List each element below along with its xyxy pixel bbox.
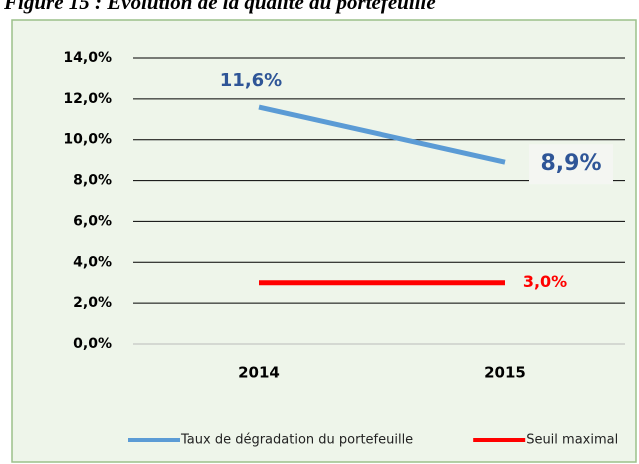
y-tick-label: 14,0% (63, 50, 112, 66)
legend-label: Taux de dégradation du portefeuille (180, 433, 413, 448)
legend-label: Seuil maximal (526, 433, 618, 448)
y-tick-label: 6,0% (73, 213, 112, 229)
y-tick-label: 8,0% (73, 173, 112, 189)
series-line (258, 104, 506, 165)
x-tick-label: 2015 (484, 364, 526, 382)
y-tick-label: 10,0% (63, 132, 112, 148)
data-label: 8,9% (540, 151, 601, 176)
data-label-box (529, 144, 613, 185)
x-tick-label: 2014 (238, 364, 280, 382)
y-tick-label: 4,0% (73, 254, 112, 270)
chart-panel (11, 19, 637, 463)
data-label: 11,6% (220, 70, 282, 91)
y-tick-label: 12,0% (63, 91, 112, 107)
chart-title: Figure 15 : Evolution de la qualité du p… (3, 0, 436, 14)
y-tick-label: 2,0% (73, 295, 112, 311)
y-tick-label: 0,0% (73, 336, 112, 352)
data-label: 3,0% (523, 272, 567, 291)
